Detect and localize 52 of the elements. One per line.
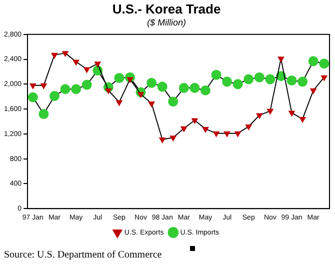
point — [114, 72, 124, 83]
point — [267, 108, 274, 114]
point — [319, 58, 330, 69]
point — [299, 117, 306, 123]
point — [40, 83, 47, 89]
point — [211, 70, 222, 80]
point — [157, 82, 168, 92]
point — [180, 126, 187, 132]
point — [82, 80, 92, 90]
point — [30, 83, 36, 89]
point — [286, 75, 297, 86]
point — [298, 76, 308, 87]
point — [168, 96, 178, 107]
point — [38, 109, 49, 120]
point — [232, 79, 243, 90]
point — [94, 62, 101, 68]
point — [84, 67, 90, 73]
point — [213, 131, 220, 137]
point — [310, 88, 316, 94]
point — [200, 85, 210, 96]
point — [278, 56, 284, 62]
point — [234, 131, 241, 137]
point — [116, 100, 122, 106]
point — [148, 101, 155, 107]
point — [288, 110, 295, 116]
point — [178, 82, 189, 93]
point — [72, 60, 80, 66]
point — [222, 76, 232, 87]
point — [256, 113, 262, 119]
point — [224, 131, 230, 137]
point — [51, 52, 58, 58]
point — [62, 51, 68, 57]
chart-title: U.S.- Korea Trade — [112, 1, 221, 16]
point — [244, 74, 254, 84]
point — [146, 78, 157, 88]
point — [265, 74, 276, 84]
point — [60, 84, 70, 94]
point — [28, 92, 38, 102]
point — [159, 138, 166, 144]
point — [202, 126, 209, 132]
source-note: Source: U.S. Department of Commerce — [4, 250, 162, 261]
point — [170, 136, 176, 142]
point — [254, 72, 264, 82]
point — [308, 56, 318, 66]
point — [71, 84, 82, 94]
point — [246, 124, 252, 130]
point — [105, 88, 112, 94]
point — [190, 82, 200, 93]
point — [49, 90, 60, 101]
point — [192, 118, 198, 124]
chart-subtitle: ($ Million) — [146, 18, 186, 28]
point — [321, 75, 328, 81]
